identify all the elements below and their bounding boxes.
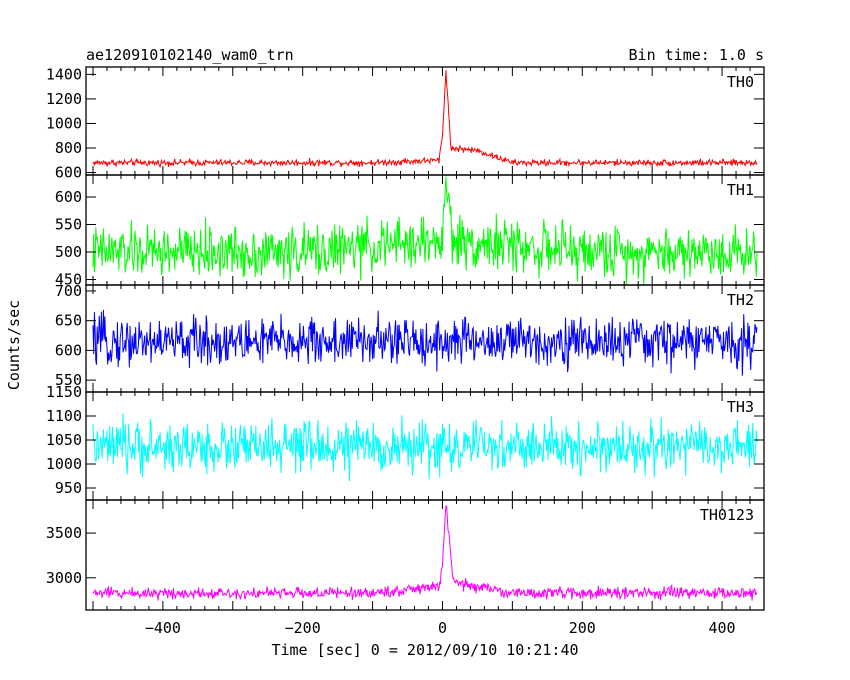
panel-label: TH0123 (700, 506, 754, 524)
y-tick-label: 3000 (46, 569, 82, 587)
y-tick-label: 1100 (46, 407, 82, 425)
x-tick-label: −400 (145, 619, 181, 637)
observation-id-title: ae120910102140_wam0_trn (86, 46, 294, 64)
panel-label: TH1 (727, 181, 754, 199)
y-tick-label: 650 (55, 312, 82, 330)
y-tick-label: 1400 (46, 65, 82, 83)
y-tick-label: 600 (55, 164, 82, 182)
y-tick-label: 1000 (46, 114, 82, 132)
y-tick-label: 600 (55, 188, 82, 206)
series-line-th0123 (92, 505, 758, 601)
series-line-th0 (92, 70, 758, 169)
series-line-th2 (92, 309, 758, 376)
y-tick-label: 1150 (46, 383, 82, 401)
y-tick-label: 600 (55, 341, 82, 359)
panel-frame (85, 499, 765, 611)
panel-th2: 550 600 650 700 TH2 (55, 282, 765, 393)
y-tick-label: 700 (55, 282, 82, 300)
panel-label: TH2 (727, 291, 754, 309)
x-tick-label: 0 (438, 619, 447, 637)
y-tick-label: 800 (55, 139, 82, 157)
y-tick-label: 500 (55, 243, 82, 261)
y-tick-label: 1050 (46, 431, 82, 449)
panel-th1: 450 500 550 600 TH1 (55, 174, 765, 289)
panel-th0: 600 800 1000 1200 1400 TH0 (46, 65, 765, 182)
panel-label: TH0 (727, 73, 754, 91)
x-tick-label: 200 (569, 619, 596, 637)
bin-time-title: Bin time: 1.0 s (629, 46, 764, 64)
panel-label: TH3 (727, 398, 754, 416)
series-line-th1 (92, 176, 758, 286)
panel-stack: 600 800 1000 1200 1400 TH0 450 500 550 600 TH1 550 6… (46, 65, 765, 637)
y-tick-label: 1000 (46, 455, 82, 473)
series-line-th3 (92, 413, 758, 482)
y-tick-label: 1200 (46, 90, 82, 108)
panel-frame (85, 174, 765, 286)
x-axis-label: Time [sec] 0 = 2012/09/10 10:21:40 (271, 641, 578, 659)
y-tick-label: 550 (55, 216, 82, 234)
y-tick-label: 450 (55, 271, 82, 289)
panel-frame (85, 66, 765, 176)
x-tick-label: 400 (709, 619, 736, 637)
y-axis-label: Counts/sec (5, 300, 23, 390)
y-tick-label: 550 (55, 371, 82, 389)
x-tick-label: −200 (285, 619, 321, 637)
panel-th3: 950 1000 1050 1100 1150 TH3 (46, 383, 765, 501)
y-tick-label: 950 (55, 479, 82, 497)
panel-th0123: 3000 3500 TH0123 (46, 499, 765, 611)
y-tick-label: 3500 (46, 524, 82, 542)
